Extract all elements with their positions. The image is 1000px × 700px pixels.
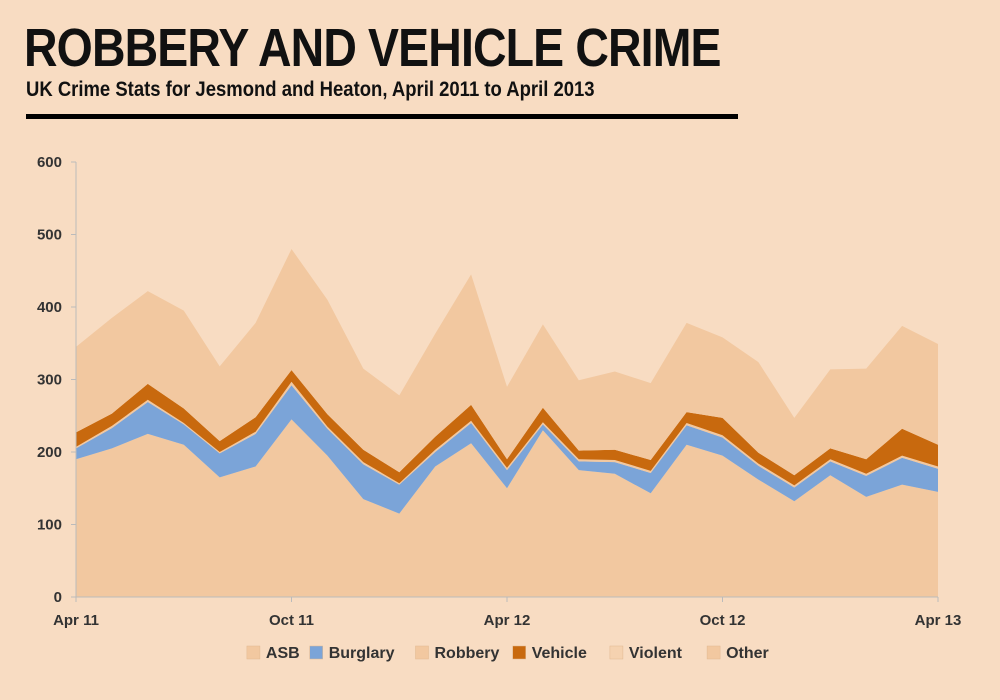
series-area-asb[interactable] — [76, 419, 938, 597]
y-tick-label: 0 — [54, 589, 62, 606]
series-area-other[interactable] — [76, 249, 938, 476]
y-tick-label: 300 — [37, 372, 62, 389]
legend-label-asb: ASB — [266, 645, 300, 662]
y-tick-label: 200 — [37, 444, 62, 461]
y-tick-label: 100 — [37, 517, 62, 534]
legend-swatch-burglary — [309, 645, 323, 660]
x-tick-label: Apr 12 — [484, 612, 531, 629]
series-area-burglary[interactable] — [76, 385, 938, 514]
y-tick-label: 400 — [37, 299, 62, 316]
x-tick-label: Apr 11 — [53, 612, 99, 629]
legend-swatch-robbery — [415, 645, 429, 660]
y-tick-label: 500 — [37, 227, 62, 244]
legend-swatch-other — [706, 645, 721, 660]
legend-swatch-violent — [609, 645, 624, 660]
x-tick-label: Apr 13 — [915, 612, 962, 629]
legend-label-violent: Violent — [629, 645, 683, 662]
y-tick-label: 600 — [37, 154, 62, 171]
x-tick-label: Oct 12 — [700, 612, 746, 629]
x-tick-label: Oct 11 — [269, 612, 314, 629]
title-underline — [26, 114, 738, 119]
legend-label-vehicle: Vehicle — [532, 645, 587, 662]
legend-label-robbery: Robbery — [435, 645, 500, 662]
chart-subtitle: UK Crime Stats for Jesmond and Heaton, A… — [26, 78, 595, 101]
legend-label-burglary: Burglary — [329, 645, 395, 662]
chart-title: ROBBERY AND VEHICLE CRIME — [24, 18, 722, 78]
legend-label-other: Other — [726, 645, 769, 662]
legend-swatch-asb — [246, 645, 261, 660]
series-area-vehicle[interactable] — [76, 370, 938, 486]
legend-swatch-vehicle — [512, 645, 526, 660]
